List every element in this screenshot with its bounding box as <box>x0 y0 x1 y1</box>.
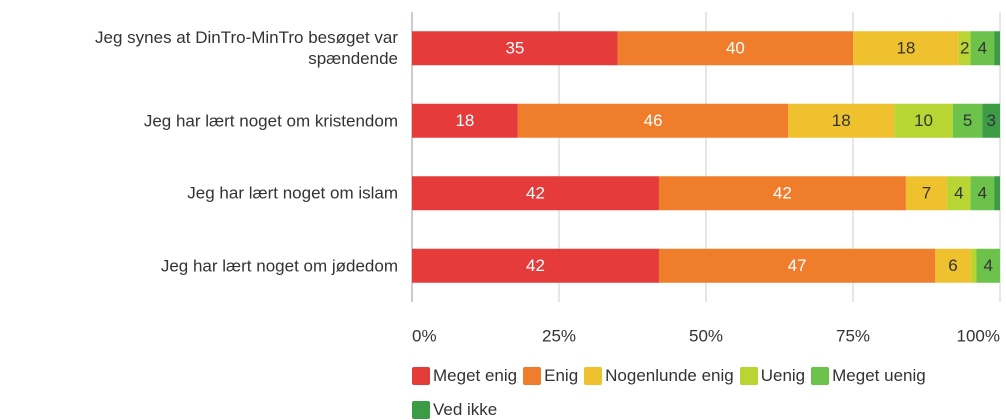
data-label: 42 <box>773 184 792 203</box>
bar-segment <box>617 31 853 66</box>
legend-label: Nogenlunde enig <box>605 366 734 385</box>
legend-item: Meget enig <box>412 364 517 388</box>
y-tick-label: Jeg har lært noget om islam <box>187 183 398 203</box>
bar-segment <box>952 103 983 138</box>
legend-item: Nogenlunde enig <box>584 364 734 388</box>
data-label: 42 <box>526 184 545 203</box>
bar-segment <box>947 176 971 211</box>
data-label: 40 <box>726 39 745 58</box>
legend-swatch <box>739 367 758 385</box>
data-label: 6 <box>948 256 957 275</box>
x-tick-label: 50% <box>689 326 723 345</box>
bar-segment <box>982 103 1000 138</box>
x-tick-label: 100% <box>957 326 1000 345</box>
bar-segment <box>412 103 518 138</box>
data-label: 10 <box>914 111 933 130</box>
bar-segment <box>853 31 959 66</box>
data-label: 2 <box>960 39 969 58</box>
legend-label: Enig <box>544 366 579 385</box>
x-tick-label: 75% <box>836 326 870 345</box>
legend-item: Uenig <box>739 364 806 388</box>
data-label: 47 <box>788 256 807 275</box>
data-label: 18 <box>832 111 851 130</box>
bar-segment <box>970 176 995 211</box>
legend-item: Ved ikke <box>412 398 497 420</box>
bar-segment <box>894 103 953 138</box>
y-tick-label: Jeg synes at DinTro-MinTro besøget var s… <box>95 28 398 69</box>
bar-segment <box>994 31 1000 66</box>
bar-segment <box>905 176 948 211</box>
legend-swatch <box>584 367 603 385</box>
data-label: 46 <box>644 111 663 130</box>
legend-label: Ved ikke <box>433 400 498 419</box>
data-label: 4 <box>954 184 963 203</box>
data-label: 4 <box>978 39 987 58</box>
bar-segment <box>958 31 971 66</box>
data-label: 3 <box>986 111 995 130</box>
legend-item: Enig <box>523 364 578 388</box>
data-label: 18 <box>455 111 474 130</box>
bar-segment <box>935 248 971 283</box>
bar-segment <box>412 248 659 283</box>
data-label: 42 <box>526 256 545 275</box>
x-tick-label: 0% <box>412 326 437 345</box>
bar-segment <box>658 176 906 211</box>
bar-segment <box>970 248 977 283</box>
y-tick-label: Jeg har lært noget om kristendom <box>143 111 398 131</box>
data-label: 4 <box>984 256 993 275</box>
legend-label: Meget uenig <box>832 366 926 385</box>
bar-segment <box>412 176 659 211</box>
bar-segment <box>994 176 1000 211</box>
legend-item: Meget uenig <box>811 364 926 388</box>
legend-swatch <box>412 401 430 419</box>
data-label: 5 <box>963 111 972 130</box>
legend-swatch <box>412 367 430 385</box>
data-label: 7 <box>922 184 931 203</box>
bar-segment <box>788 103 895 138</box>
bar-segment <box>658 248 936 283</box>
x-tick-label: 25% <box>542 326 576 345</box>
bar-segment <box>517 103 789 138</box>
bar-segment <box>970 31 995 66</box>
data-label: 4 <box>978 184 987 203</box>
bar-segment <box>412 31 618 66</box>
data-label: 18 <box>896 39 915 58</box>
y-tick-label: Jeg har lært noget om jødedom <box>160 256 398 276</box>
legend-swatch <box>523 367 542 385</box>
bar-segment <box>976 248 1000 283</box>
legend-label: Meget enig <box>433 366 518 385</box>
data-label: 35 <box>505 39 524 58</box>
legend-swatch <box>811 367 830 385</box>
legend: Meget enig Enig Nogenlunde enig Uenig Meget … <box>412 364 972 420</box>
legend-label: Uenig <box>760 366 806 385</box>
